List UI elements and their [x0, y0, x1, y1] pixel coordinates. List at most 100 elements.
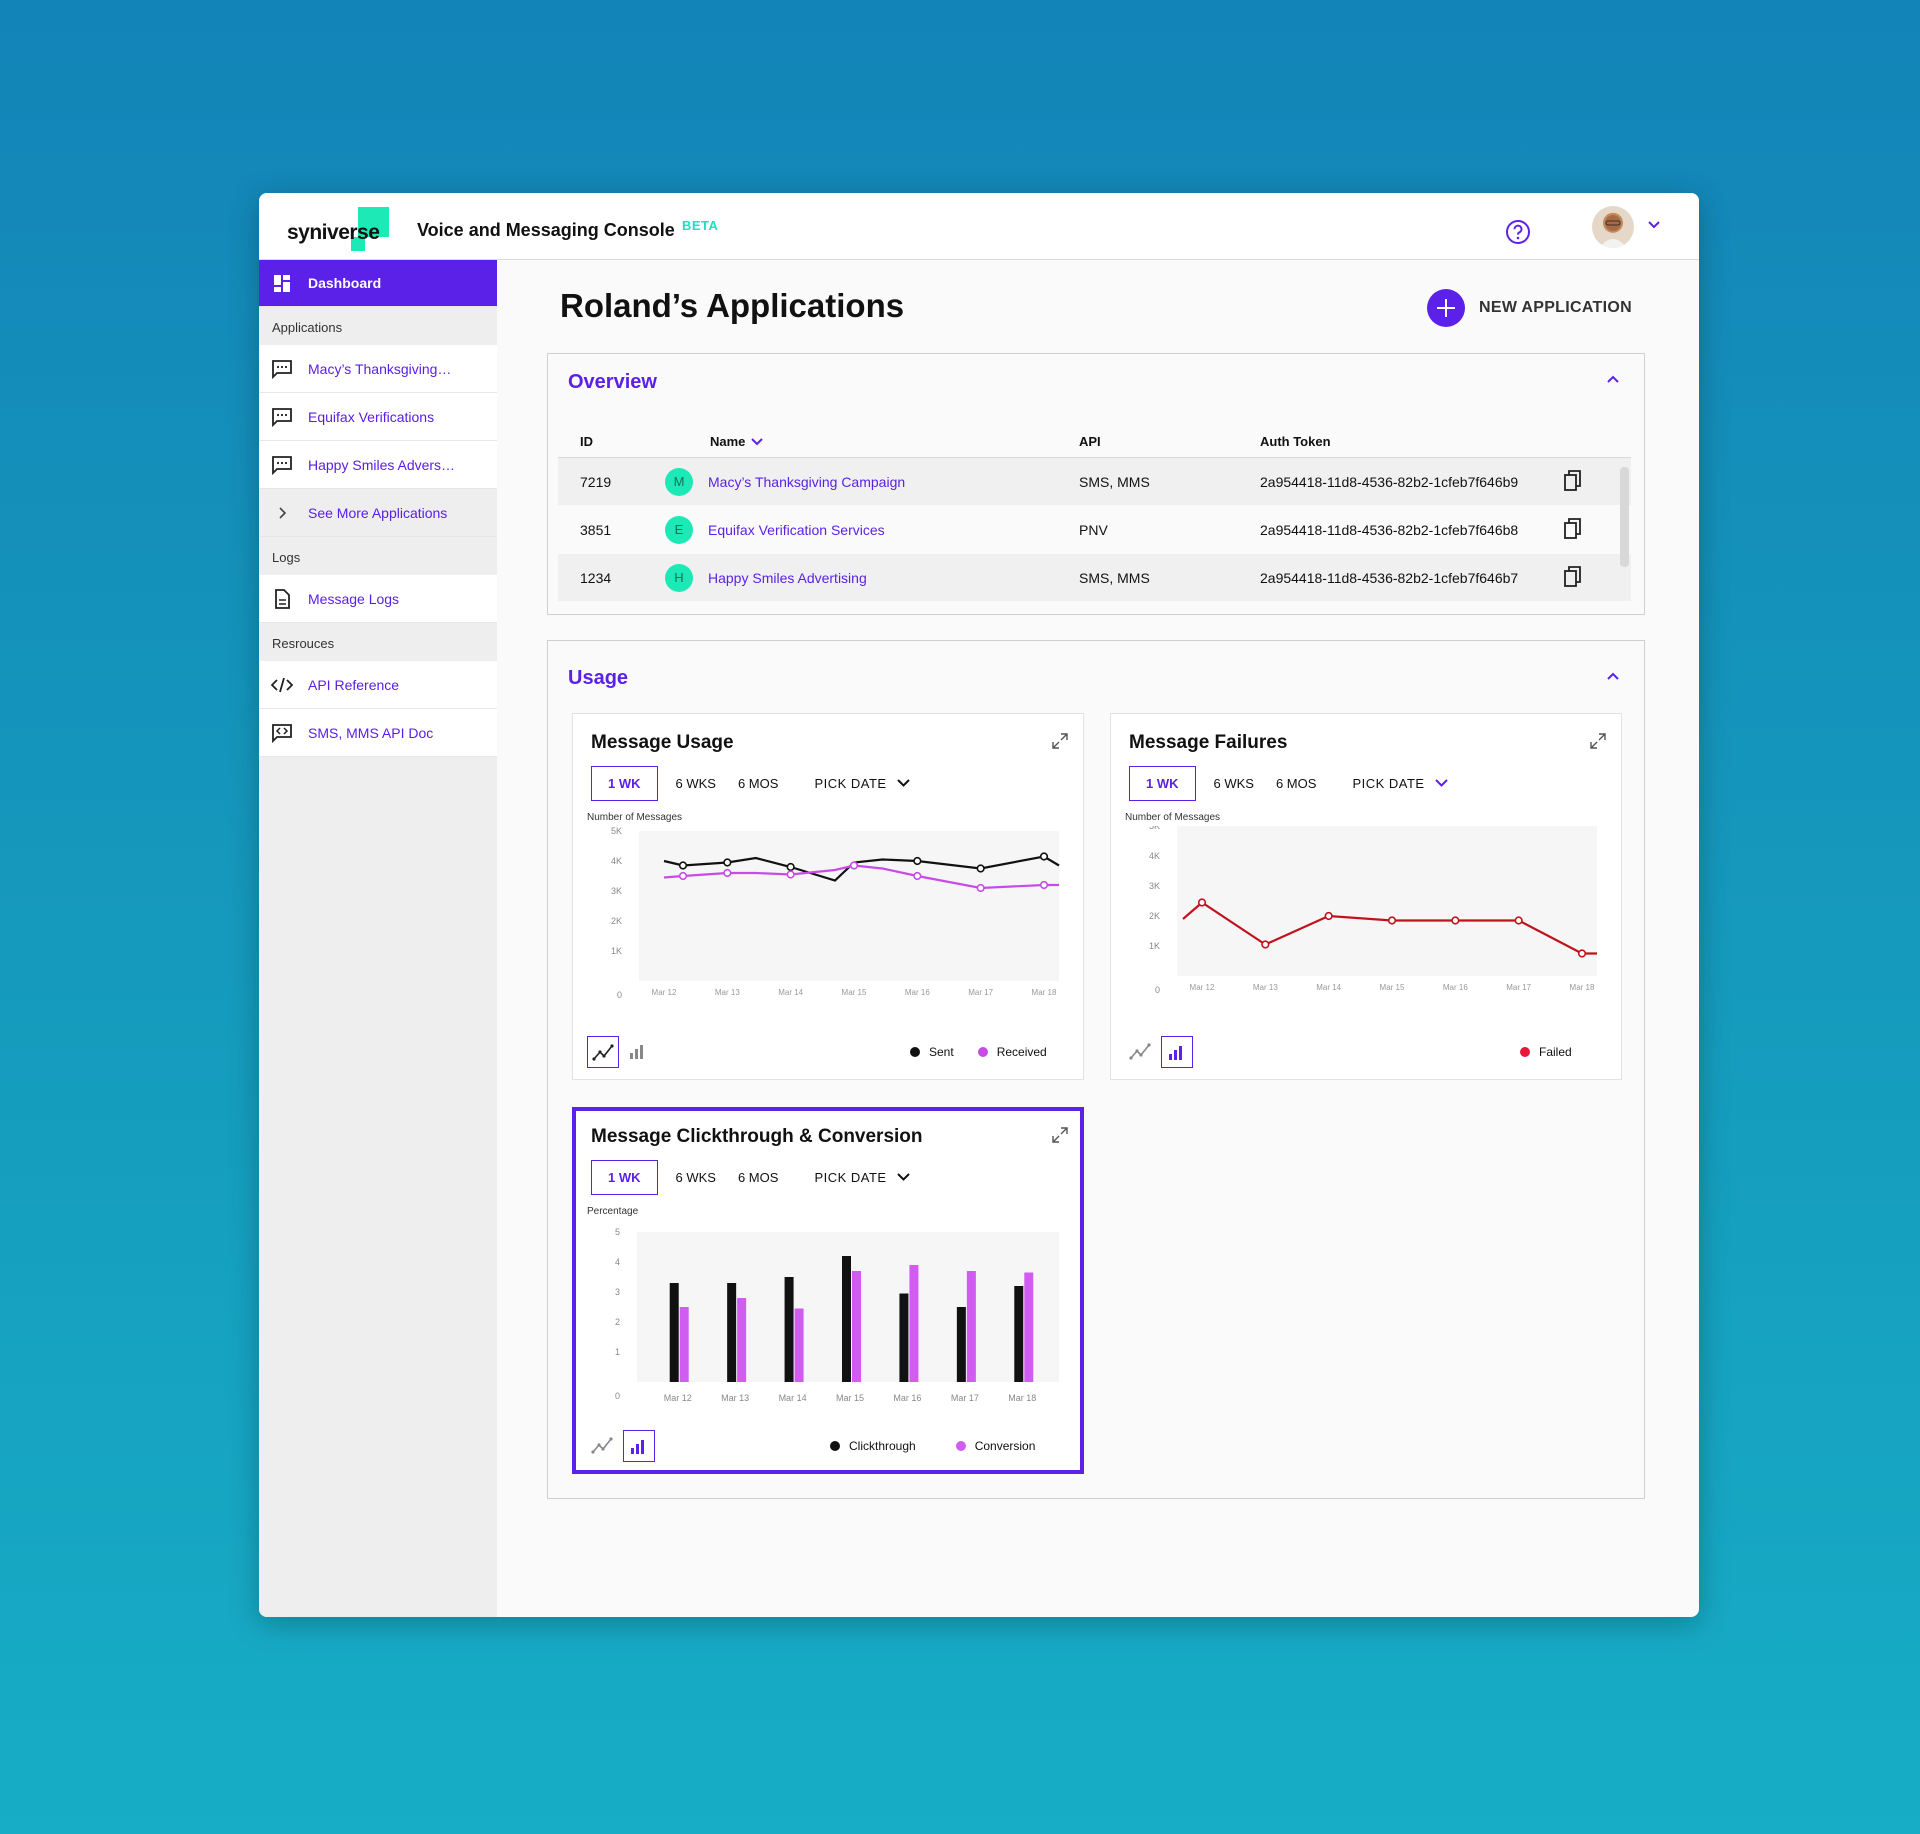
- data-point: [1261, 940, 1270, 949]
- expand-icon[interactable]: [1589, 732, 1607, 750]
- chevron-up-icon[interactable]: [1606, 671, 1620, 681]
- sidebar: Dashboard Applications Macy’s Thanksgivi…: [259, 260, 497, 1617]
- line-chart-icon: [592, 1044, 614, 1061]
- chart-legend: Sent Received: [910, 1045, 1071, 1059]
- help-icon[interactable]: [1505, 219, 1531, 245]
- logo-text: syniverse: [287, 221, 380, 244]
- chevron-down-icon: [896, 1172, 910, 1181]
- sidebar-item-app[interactable]: Macy’s Thanksgiving…: [259, 345, 497, 393]
- range-6wks[interactable]: 6 WKS: [675, 1169, 716, 1185]
- expand-icon[interactable]: [1051, 1126, 1069, 1144]
- pick-date-dropdown[interactable]: PICK DATE: [814, 776, 910, 791]
- chevron-down-icon[interactable]: [1647, 220, 1661, 230]
- data-point: [723, 868, 732, 878]
- range-6wks[interactable]: 6 WKS: [1213, 775, 1254, 791]
- sidebar-item-dashboard[interactable]: Dashboard: [259, 260, 497, 307]
- y-tick-label: 0: [615, 1391, 620, 1401]
- copy-icon[interactable]: [1564, 566, 1582, 588]
- sidebar-section-logs: Logs: [259, 537, 497, 575]
- y-axis-title: Percentage: [587, 1206, 639, 1217]
- usage-title: Usage: [568, 667, 629, 689]
- message-usage-card: Message Usage 1 WK 6 WKS 6 MOS PICK DATE…: [572, 713, 1084, 1080]
- series-line: [663, 855, 1060, 882]
- chevron-up-icon[interactable]: [1606, 374, 1620, 384]
- data-point: [1514, 916, 1523, 925]
- range-1wk[interactable]: 1 WK: [591, 1159, 658, 1195]
- sidebar-item-app[interactable]: Equifax Verifications: [259, 393, 497, 441]
- y-tick-label: 0: [1155, 985, 1160, 995]
- data-point: [1451, 916, 1460, 925]
- table-row[interactable]: 1234 H Happy Smiles Advertising SMS, MMS…: [558, 554, 1631, 601]
- row-app-name[interactable]: Macy’s Thanksgiving Campaign: [708, 474, 906, 490]
- bar-chart-toggle[interactable]: [1161, 1036, 1193, 1068]
- message-failures-chart: 0 1K 2K 3K 4K 5K Mar 12 Mar 13 Mar 14 Mar 15 Mar 1…: [1149, 826, 1597, 995]
- sidebar-item-label: Macy’s Thanksgiving…: [308, 360, 452, 377]
- y-tick-label: 1: [615, 1347, 620, 1357]
- x-tick-label: Mar 12: [1190, 983, 1215, 992]
- range-1wk[interactable]: 1 WK: [1129, 765, 1196, 801]
- bar: [737, 1298, 747, 1382]
- column-header-name[interactable]: Name: [710, 434, 764, 449]
- console-window: syniverse Voice and Messaging Console BE…: [259, 193, 1699, 1617]
- message-usage-chart: 0 1K 2K 3K 4K 5K Mar 12 Mar 13 Mar 14 Mar 15 Mar 1…: [611, 826, 1060, 1000]
- y-tick-label: 1K: [611, 946, 622, 956]
- data-point: [723, 858, 732, 867]
- app-initial-badge: M: [665, 468, 693, 496]
- data-point: [976, 864, 985, 873]
- row-app-name[interactable]: Happy Smiles Advertising: [708, 570, 867, 586]
- column-header-id: ID: [580, 434, 593, 449]
- copy-icon[interactable]: [1564, 518, 1582, 540]
- new-application-button[interactable]: NEW APPLICATION: [1427, 289, 1632, 327]
- document-icon: [275, 589, 290, 609]
- row-app-name[interactable]: Equifax Verification Services: [708, 522, 885, 538]
- line-chart-toggle[interactable]: [1125, 1036, 1157, 1068]
- chevron-down-icon: [896, 778, 910, 787]
- x-tick-label: Mar 15: [836, 1393, 864, 1403]
- range-6wks[interactable]: 6 WKS: [675, 775, 716, 791]
- sidebar-item-message-logs[interactable]: Message Logs: [259, 575, 497, 623]
- sidebar-item-app[interactable]: Happy Smiles Advers…: [259, 441, 497, 489]
- range-1wk[interactable]: 1 WK: [591, 765, 658, 801]
- x-tick-label: Mar 14: [778, 988, 803, 997]
- clickthrough-conversion-card[interactable]: Message Clickthrough & Conversion 1 WK 6…: [572, 1107, 1084, 1474]
- clickthrough-conversion-chart: 0 1 2 3 4 5 Mar 12 Mar 13 Mar 14 Mar 15 Mar 16 Mar …: [615, 1227, 1059, 1403]
- syniverse-logo[interactable]: syniverse: [287, 207, 397, 251]
- row-api: SMS, MMS: [1079, 474, 1150, 490]
- chevron-down-icon: [1434, 778, 1448, 787]
- range-6mos[interactable]: 6 MOS: [737, 1169, 779, 1185]
- table-scrollbar[interactable]: [1620, 467, 1629, 567]
- x-tick-label: Mar 18: [1032, 988, 1057, 997]
- see-more-applications[interactable]: See More Applications: [259, 489, 497, 537]
- y-tick-label: 2: [615, 1317, 620, 1327]
- line-chart-toggle[interactable]: [587, 1430, 619, 1462]
- user-avatar[interactable]: [1592, 206, 1634, 248]
- card-title: Message Failures: [1129, 732, 1288, 753]
- line-chart-toggle[interactable]: [587, 1036, 619, 1068]
- pick-date-dropdown[interactable]: PICK DATE: [814, 1170, 910, 1185]
- table-row[interactable]: 7219 M Macy’s Thanksgiving Campaign SMS,…: [558, 458, 1631, 505]
- expand-icon[interactable]: [1051, 732, 1069, 750]
- column-header-auth-token: Auth Token: [1260, 434, 1331, 449]
- x-tick-label: Mar 17: [951, 1393, 979, 1403]
- legend-item-sent: Sent: [910, 1045, 954, 1059]
- overview-panel: Overview ID Name API Auth Token 7219 M M…: [547, 353, 1645, 615]
- bar: [842, 1256, 851, 1382]
- range-6mos[interactable]: 6 MOS: [1275, 775, 1317, 791]
- x-tick-label: Mar 14: [1316, 983, 1341, 992]
- sort-chevron-icon: [751, 437, 764, 445]
- sidebar-item-api-doc[interactable]: SMS, MMS API Doc: [259, 709, 497, 757]
- data-point: [913, 856, 922, 866]
- y-tick-label: 3: [615, 1287, 620, 1297]
- data-point: [786, 870, 795, 879]
- data-point: [1039, 880, 1049, 890]
- y-tick-label: 5: [615, 1227, 620, 1237]
- app-initial-badge: E: [665, 516, 693, 544]
- sidebar-item-api-reference[interactable]: API Reference: [259, 661, 497, 709]
- pick-date-label: PICK DATE: [1352, 775, 1425, 791]
- table-row[interactable]: 3851 E Equifax Verification Services PNV…: [558, 506, 1631, 553]
- bar-chart-toggle[interactable]: [623, 1430, 655, 1462]
- copy-icon[interactable]: [1564, 470, 1582, 492]
- range-6mos[interactable]: 6 MOS: [737, 775, 779, 791]
- pick-date-dropdown[interactable]: PICK DATE: [1352, 775, 1448, 791]
- bar-chart-toggle[interactable]: [623, 1036, 655, 1068]
